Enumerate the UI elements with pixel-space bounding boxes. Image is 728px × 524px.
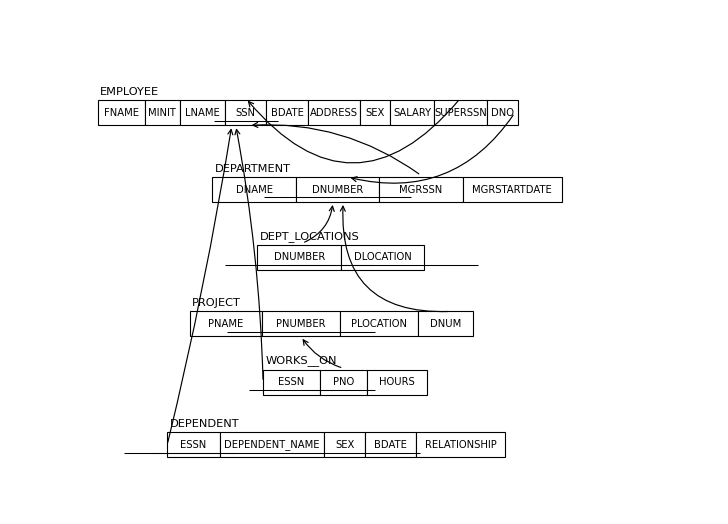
Bar [340, 311, 418, 336]
Bar [486, 101, 518, 125]
Text: SALARY: SALARY [393, 108, 431, 118]
Text: BDATE: BDATE [271, 108, 304, 118]
Text: HOURS: HOURS [379, 377, 415, 387]
Bar [368, 369, 427, 395]
Text: BDATE: BDATE [374, 440, 407, 450]
Bar [360, 101, 390, 125]
Text: SUPERSSN: SUPERSSN [434, 108, 486, 118]
Bar [266, 101, 308, 125]
Text: RELATIONSHIP: RELATIONSHIP [424, 440, 496, 450]
Text: MGRSSN: MGRSSN [400, 184, 443, 194]
Text: SSN: SSN [236, 108, 256, 118]
Text: LNAME: LNAME [186, 108, 220, 118]
Text: SEX: SEX [335, 440, 355, 450]
Bar [145, 101, 180, 125]
Text: PNUMBER: PNUMBER [276, 319, 325, 329]
Bar [308, 101, 360, 125]
Text: EMPLOYEE: EMPLOYEE [100, 87, 159, 97]
Bar [463, 177, 561, 202]
Text: PNO: PNO [333, 377, 354, 387]
Bar [180, 101, 225, 125]
Text: DEPENDENT_NAME: DEPENDENT_NAME [224, 440, 320, 451]
Text: ESSN: ESSN [181, 440, 207, 450]
Bar [365, 432, 416, 457]
Bar [296, 177, 379, 202]
Bar [341, 245, 424, 270]
Text: ESSN: ESSN [278, 377, 304, 387]
Text: DEPT_LOCATIONS: DEPT_LOCATIONS [260, 231, 360, 242]
Bar [167, 432, 220, 457]
Text: DNO: DNO [491, 108, 513, 118]
Text: MINIT: MINIT [149, 108, 176, 118]
Text: DNAME: DNAME [236, 184, 272, 194]
Bar [418, 311, 473, 336]
Text: DNUMBER: DNUMBER [312, 184, 363, 194]
Text: DEPARTMENT: DEPARTMENT [215, 164, 290, 174]
Text: WORKS__ON: WORKS__ON [265, 355, 337, 366]
Text: PNAME: PNAME [208, 319, 243, 329]
Bar [213, 177, 296, 202]
Bar [263, 369, 320, 395]
Bar [416, 432, 505, 457]
Text: PLOCATION: PLOCATION [351, 319, 407, 329]
Text: MGRSTARTDATE: MGRSTARTDATE [472, 184, 552, 194]
Bar [262, 311, 340, 336]
Text: ADDRESS: ADDRESS [310, 108, 358, 118]
Bar [320, 369, 368, 395]
Bar [258, 245, 341, 270]
Text: PROJECT: PROJECT [192, 298, 241, 308]
Bar [434, 101, 486, 125]
Bar [379, 177, 463, 202]
Bar [220, 432, 324, 457]
Text: DLOCATION: DLOCATION [354, 253, 411, 263]
Text: DNUM: DNUM [430, 319, 461, 329]
Text: DNUMBER: DNUMBER [274, 253, 325, 263]
Bar [390, 101, 434, 125]
Bar [324, 432, 365, 457]
Text: SEX: SEX [365, 108, 385, 118]
Bar [190, 311, 262, 336]
Text: FNAME: FNAME [103, 108, 139, 118]
Text: DEPENDENT: DEPENDENT [170, 419, 239, 429]
Bar [225, 101, 266, 125]
Bar [98, 101, 145, 125]
